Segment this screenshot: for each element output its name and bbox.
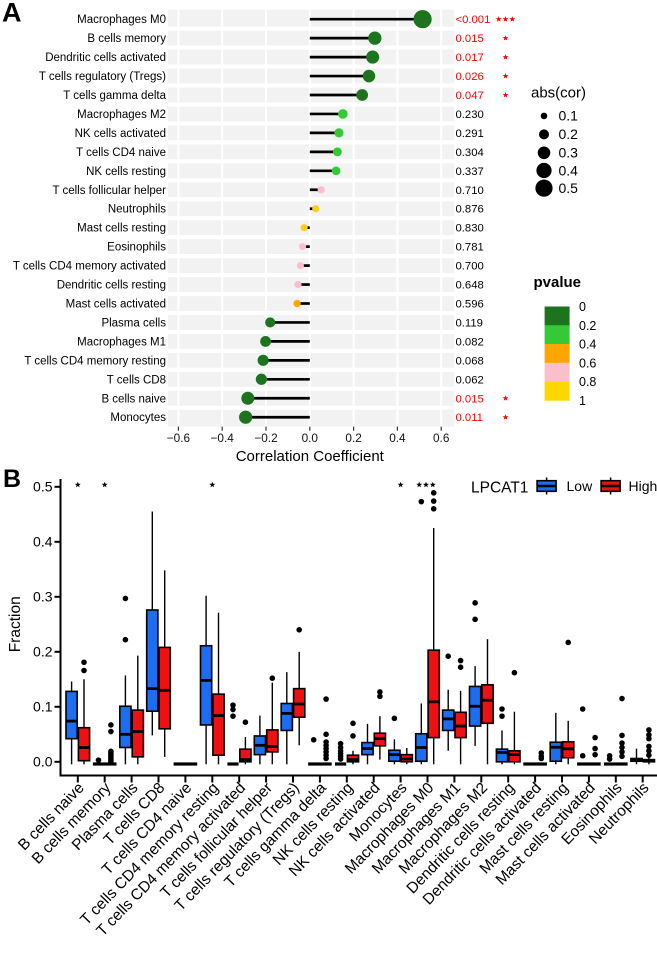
- svg-text:NK cells activated: NK cells activated: [75, 128, 166, 140]
- svg-text:−0.2: −0.2: [254, 431, 277, 445]
- svg-text:0.047: 0.047: [456, 90, 484, 102]
- svg-text:Mast cells activated: Mast cells activated: [66, 299, 166, 311]
- svg-text:0.4: 0.4: [579, 338, 596, 352]
- svg-text:0.876: 0.876: [456, 204, 484, 216]
- svg-text:Mast cells resting: Mast cells resting: [77, 223, 166, 235]
- svg-text:0.2: 0.2: [33, 643, 53, 659]
- svg-text:T cells follicular helper: T cells follicular helper: [52, 185, 166, 197]
- svg-text:T cells regulatory (Tregs): T cells regulatory (Tregs): [39, 71, 166, 83]
- svg-text:0.710: 0.710: [456, 185, 484, 197]
- svg-text:NK cells resting: NK cells resting: [86, 166, 166, 178]
- svg-text:0.015: 0.015: [456, 33, 484, 45]
- svg-text:0.062: 0.062: [456, 374, 484, 386]
- svg-text:Plasma cells: Plasma cells: [101, 317, 166, 329]
- svg-text:0.781: 0.781: [456, 242, 484, 254]
- svg-text:0.026: 0.026: [456, 71, 484, 83]
- svg-text:0.304: 0.304: [456, 147, 484, 159]
- svg-text:Low: Low: [567, 478, 594, 494]
- svg-text:0.3: 0.3: [33, 588, 53, 604]
- svg-text:0.6: 0.6: [579, 356, 596, 370]
- svg-text:0.2: 0.2: [559, 126, 579, 142]
- svg-text:0.230: 0.230: [456, 109, 484, 121]
- svg-text:−0.6: −0.6: [167, 431, 191, 445]
- svg-text:−0.4: −0.4: [211, 431, 235, 445]
- svg-text:0: 0: [579, 300, 586, 314]
- svg-text:0.011: 0.011: [456, 412, 483, 424]
- svg-text:pvalue: pvalue: [534, 274, 582, 291]
- svg-text:High: High: [629, 478, 657, 494]
- svg-text:Macrophages M1: Macrophages M1: [77, 336, 166, 348]
- svg-text:0.5: 0.5: [33, 478, 53, 494]
- svg-text:T cells CD4 naive: T cells CD4 naive: [76, 147, 166, 159]
- svg-text:0.596: 0.596: [456, 299, 484, 311]
- svg-text:0.4: 0.4: [389, 431, 406, 445]
- svg-text:Fraction: Fraction: [7, 596, 24, 652]
- svg-text:<0.001: <0.001: [456, 14, 491, 26]
- svg-text:Macrophages M0: Macrophages M0: [77, 14, 166, 26]
- svg-text:Macrophages M2: Macrophages M2: [77, 109, 166, 121]
- svg-text:1: 1: [579, 394, 586, 408]
- svg-text:0.3: 0.3: [559, 145, 579, 161]
- svg-text:0.337: 0.337: [456, 166, 484, 178]
- svg-text:T cells CD4 memory activated: T cells CD4 memory activated: [13, 261, 166, 273]
- svg-text:0.0: 0.0: [33, 753, 53, 769]
- svg-text:LPCAT1: LPCAT1: [471, 480, 528, 497]
- svg-text:0.830: 0.830: [456, 223, 484, 235]
- svg-text:Dendritic cells resting: Dendritic cells resting: [57, 280, 166, 292]
- svg-text:0.291: 0.291: [456, 128, 484, 140]
- svg-text:B cells naive: B cells naive: [101, 393, 166, 405]
- svg-text:0.2: 0.2: [579, 319, 596, 333]
- svg-text:Dendritic cells activated: Dendritic cells activated: [45, 52, 166, 64]
- svg-text:B: B: [3, 465, 21, 493]
- svg-text:0.700: 0.700: [456, 261, 484, 273]
- svg-text:Neutrophils: Neutrophils: [108, 204, 166, 216]
- svg-text:0.5: 0.5: [559, 180, 579, 196]
- svg-text:abs(cor): abs(cor): [531, 85, 586, 102]
- svg-text:0.015: 0.015: [456, 393, 484, 405]
- svg-text:Monocytes: Monocytes: [110, 412, 166, 424]
- svg-text:B cells memory: B cells memory: [87, 33, 166, 45]
- svg-text:0.068: 0.068: [456, 355, 484, 367]
- svg-text:0.017: 0.017: [456, 52, 484, 64]
- svg-text:T cells CD8: T cells CD8: [107, 374, 166, 386]
- svg-text:0.4: 0.4: [559, 162, 579, 178]
- svg-text:0.4: 0.4: [33, 533, 53, 549]
- svg-text:0.6: 0.6: [433, 431, 450, 445]
- svg-text:0.8: 0.8: [579, 375, 596, 389]
- svg-text:T cells CD4 memory resting: T cells CD4 memory resting: [24, 355, 166, 367]
- svg-text:Eosinophils: Eosinophils: [107, 242, 166, 254]
- svg-text:0.0: 0.0: [302, 431, 319, 445]
- svg-text:0.648: 0.648: [456, 280, 484, 292]
- svg-text:0.1: 0.1: [559, 108, 579, 124]
- svg-text:T cells gamma delta: T cells gamma delta: [63, 90, 166, 102]
- svg-text:A: A: [2, 0, 22, 28]
- svg-text:0.1: 0.1: [33, 698, 53, 714]
- svg-text:0.082: 0.082: [456, 336, 484, 348]
- svg-text:0.119: 0.119: [456, 317, 483, 329]
- svg-text:Correlation Coefficient: Correlation Coefficient: [236, 448, 385, 465]
- svg-text:0.2: 0.2: [345, 431, 361, 445]
